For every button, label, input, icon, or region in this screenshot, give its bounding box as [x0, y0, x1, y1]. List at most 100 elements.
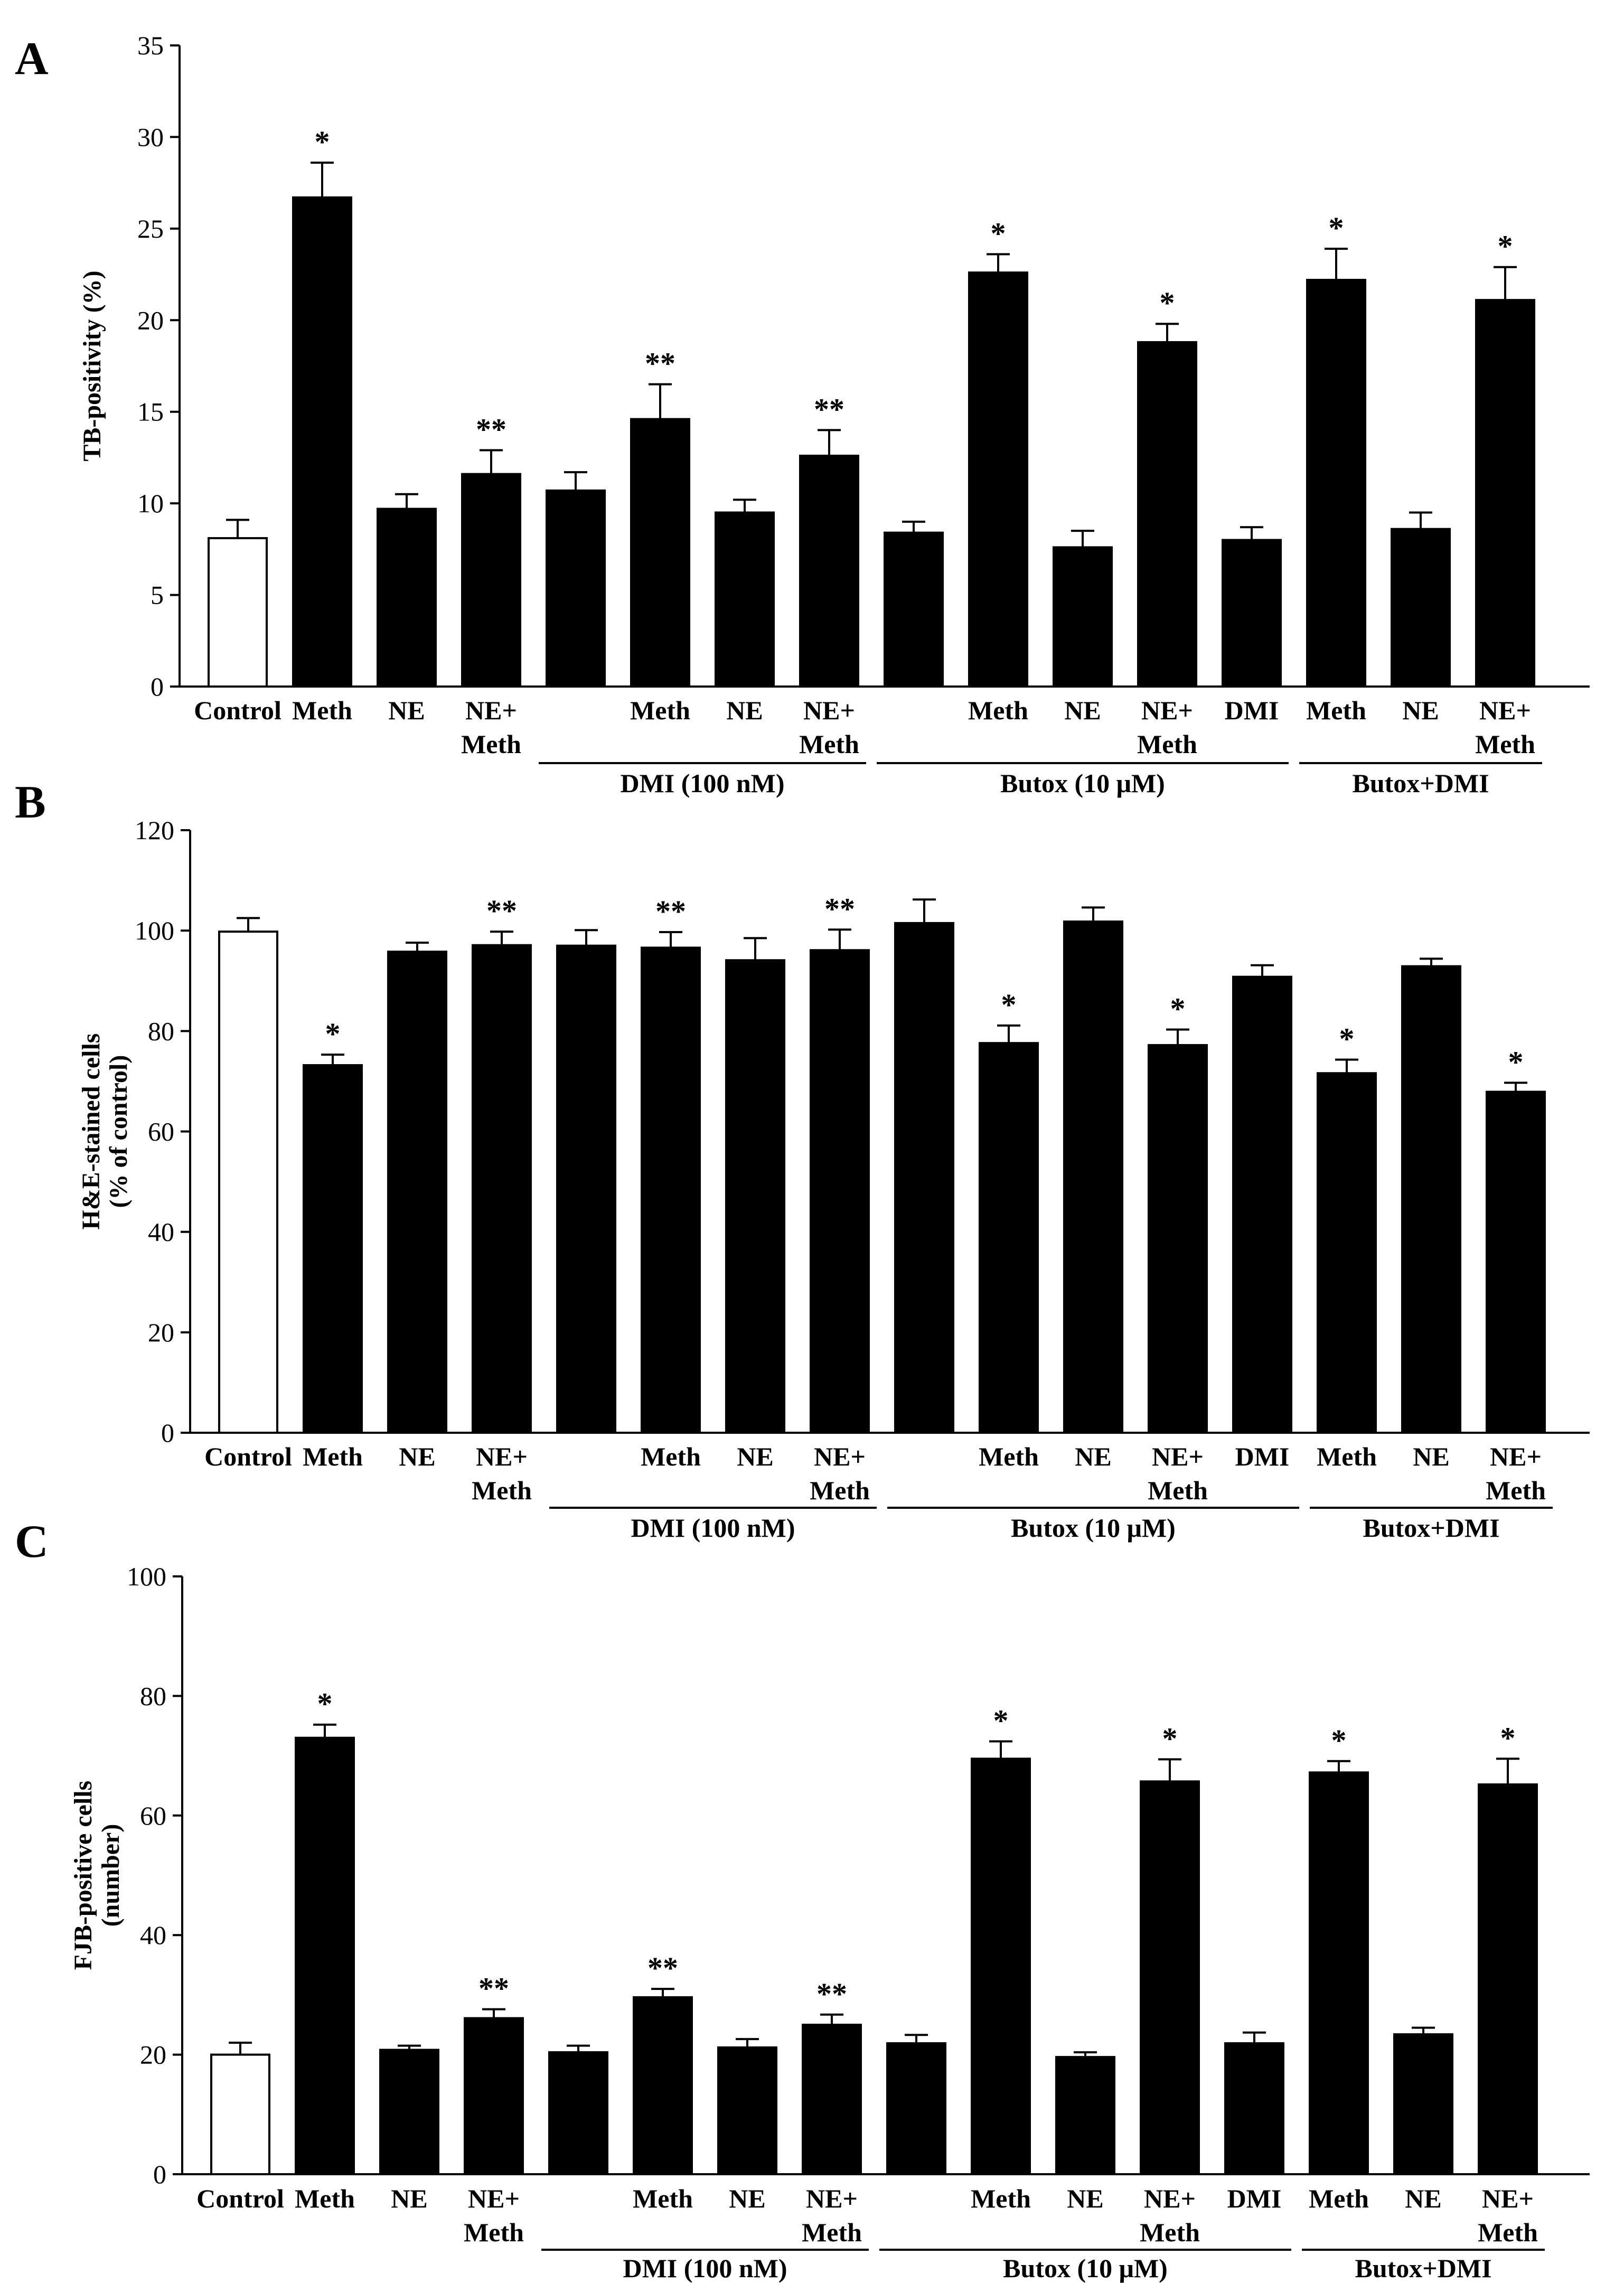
category-label: NE+ Meth [799, 696, 859, 759]
category-label-line: NE+ [1141, 696, 1193, 725]
category-label-line: Meth [810, 1476, 870, 1505]
significance-mark: ** [486, 894, 517, 928]
y-tick-label: 40 [140, 1920, 166, 1950]
significance-mark: ** [478, 1971, 509, 2006]
panel-b-letter: B [15, 777, 46, 828]
category-label-line: Meth [292, 696, 352, 725]
bar [717, 2046, 777, 2176]
significance-mark: * [1508, 1045, 1524, 1079]
panel-b: B 0 20 40 60 80 100 120 H&E-stained cells(% of … [15, 777, 1590, 1543]
y-axis-label: FJB-positive cells(number) [69, 1781, 125, 1970]
bar [472, 944, 532, 1434]
bar [1137, 341, 1197, 688]
significance-mark: * [1001, 988, 1017, 1022]
bar [303, 1064, 363, 1434]
bar [810, 949, 870, 1434]
y-tick-label: 20 [148, 1318, 174, 1347]
category-label-line: Meth [1475, 729, 1535, 759]
category-label-line: NE+ [465, 696, 517, 725]
significance-mark: * [1498, 229, 1513, 264]
category-label: Meth [1309, 2184, 1369, 2213]
category-label: NE [1405, 2184, 1441, 2213]
bar [292, 196, 352, 688]
significance-mark: * [991, 216, 1006, 250]
category-label: NE [737, 1442, 773, 1471]
bar [1063, 920, 1123, 1434]
significance-mark: * [993, 1703, 1009, 1737]
y-tick-label: 100 [135, 916, 174, 945]
y-tick-label: 35 [137, 31, 164, 60]
y-tick-label: 0 [161, 1418, 174, 1448]
category-label: NE+ Meth [1478, 2184, 1538, 2247]
category-label-line: Meth [1306, 696, 1366, 725]
y-tick-label: 25 [137, 214, 164, 243]
panel-a-letter: A [15, 33, 49, 84]
category-label-line: NE+ [468, 2184, 520, 2213]
y-tick-label: 0 [151, 672, 164, 701]
category-label: NE+ Meth [1486, 1442, 1546, 1505]
significance-mark: ** [814, 392, 844, 426]
category-label: NE [1075, 1442, 1111, 1471]
bar [633, 1996, 693, 2175]
bar [295, 1736, 355, 2175]
bar [1475, 299, 1535, 688]
category-label: NE+ Meth [810, 1442, 870, 1505]
category-label-line: NE [726, 696, 763, 725]
y-axis-label-line: TB-positivity (%) [78, 270, 106, 461]
bar [802, 2024, 862, 2175]
y-tick-label: 100 [127, 1562, 166, 1591]
category-label: DMI [1225, 696, 1279, 725]
category-label-line: NE [1413, 1442, 1449, 1471]
category-label-line: Meth [799, 729, 859, 759]
category-label-line: NE+ [1144, 2184, 1196, 2213]
group-label: Butox+DMI [1363, 1513, 1499, 1543]
group-label: Butox (10 μM) [1011, 1513, 1176, 1543]
bar [968, 271, 1028, 688]
category-label: NE+ Meth [1148, 1442, 1208, 1505]
category-label-line: Meth [971, 2184, 1031, 2213]
category-label-line: DMI [1225, 696, 1279, 725]
bar [1148, 1044, 1208, 1434]
category-label: NE+ Meth [1137, 696, 1197, 759]
category-label-line: Meth [633, 2184, 693, 2213]
panel-c: C 0 20 40 60 80 100 FJB-positive cells(number)… [15, 1516, 1590, 2283]
group-label: DMI (100 nM) [631, 1513, 795, 1543]
bar [387, 951, 447, 1434]
category-label: Meth [303, 1442, 363, 1471]
bar [1053, 546, 1113, 688]
category-label: DMI [1235, 1442, 1290, 1471]
bar [1401, 965, 1461, 1434]
category-label-line: NE [729, 2184, 765, 2213]
category-label-line: NE [1075, 1442, 1111, 1471]
significance-mark: * [1500, 1721, 1516, 1755]
category-label-line: Meth [641, 1442, 701, 1471]
y-tick-label: 20 [140, 2040, 166, 2070]
bar [799, 454, 859, 688]
bar [715, 511, 775, 688]
bar [1232, 975, 1292, 1434]
category-label-line: Control [194, 696, 281, 725]
bar [1306, 278, 1366, 688]
category-label: Meth [971, 2184, 1031, 2213]
category-label-line: Meth [1137, 729, 1197, 759]
bar [1486, 1091, 1546, 1434]
category-label-line: Meth [802, 2218, 862, 2247]
y-tick-label: 80 [148, 1016, 174, 1046]
significance-mark: ** [816, 1977, 847, 2011]
significance-mark: * [317, 1687, 333, 1721]
category-label: NE+ Meth [1140, 2184, 1200, 2247]
bar [546, 489, 606, 688]
y-tick-label: 40 [148, 1217, 174, 1247]
group-label: Butox+DMI [1355, 2253, 1491, 2283]
bar [1317, 1072, 1377, 1434]
y-tick-label: 120 [135, 815, 174, 845]
bar [884, 531, 944, 688]
category-label-line: Meth [1478, 2218, 1538, 2247]
bar [725, 959, 785, 1434]
bar [971, 1758, 1031, 2175]
category-label: Meth [641, 1442, 701, 1471]
category-label-line: NE [1067, 2184, 1103, 2213]
bar [464, 2017, 524, 2176]
category-label-line: NE+ [1482, 2184, 1534, 2213]
